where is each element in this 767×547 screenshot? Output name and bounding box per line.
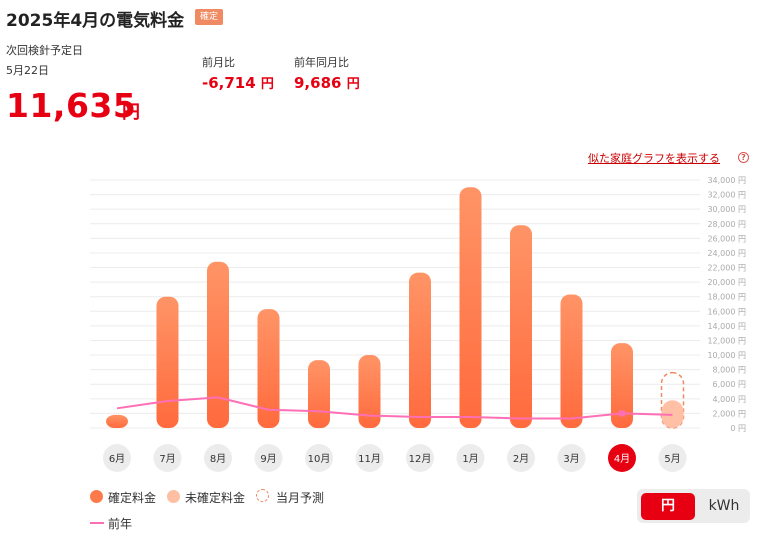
x-label-bg[interactable]: [456, 444, 485, 472]
confirmed-bar: [207, 261, 229, 428]
x-label-bg[interactable]: [406, 444, 434, 472]
chart-grid: [90, 179, 700, 429]
x-label-bg[interactable]: [153, 444, 182, 472]
question-circle-icon[interactable]: ?: [738, 152, 749, 163]
y-tick-label: 6,000 円: [713, 380, 746, 389]
unit-kwh-button[interactable]: kWh: [708, 498, 740, 514]
y-tick-label: 32,000 円: [707, 191, 746, 200]
x-tick-label[interactable]: 2月: [513, 453, 529, 465]
x-tick-label[interactable]: 6月: [109, 453, 125, 465]
y-tick-label: 0 円: [730, 424, 746, 433]
unit-yen-button[interactable]: 円: [641, 493, 695, 520]
yoy-number: 9,686: [294, 74, 342, 92]
status-badge: 確定: [195, 9, 224, 25]
y-tick-label: 16,000 円: [707, 307, 746, 316]
forecast-bar: [660, 371, 685, 429]
y-tick-label: 14,000 円: [707, 322, 746, 331]
y-tick-label: 10,000 円: [707, 351, 746, 360]
next-reading-label: 次回検針予定日: [6, 44, 83, 57]
confirmed-bar: [257, 309, 280, 428]
y-tick-label: 4,000 円: [713, 395, 746, 404]
x-label-bg[interactable]: [507, 444, 535, 472]
x-axis-labels: 6月 7月 8月 9月 10月 11月 12月 1月 2月 3月 4月 5月: [103, 444, 687, 472]
y-tick-label: 28,000 円: [707, 220, 746, 229]
mom-unit: 円: [260, 77, 274, 92]
mom-value: -6,714 円: [202, 73, 274, 92]
confirmed-bar: [510, 225, 532, 428]
confirmed-bar: [308, 360, 330, 428]
prev-year-line: [116, 396, 673, 420]
x-label-bg[interactable]: [204, 444, 232, 472]
y-tick-label: 30,000 円: [707, 205, 746, 214]
confirmed-bar: [358, 355, 381, 428]
x-tick-label[interactable]: 8月: [210, 453, 226, 465]
x-tick-label[interactable]: 10月: [308, 453, 331, 465]
confirmed-bar: [560, 294, 583, 428]
mom-label: 前月比: [202, 56, 235, 69]
y-tick-label: 12,000 円: [707, 336, 746, 345]
prev-year-marker: [619, 410, 625, 417]
mom-number: -6,714: [202, 74, 256, 92]
bill-chart: 34,000 円 32,000 円 30,000 円 28,000 円 26,000 円…: [90, 176, 746, 472]
y-tick-label: 26,000 円: [707, 234, 746, 243]
legend-confirmed-label: 確定料金: [108, 491, 157, 505]
yoy-label: 前年同月比: [294, 56, 349, 69]
legend-forecast-label: 当月予測: [276, 491, 325, 505]
y-tick-label: 34,000 円: [707, 176, 746, 185]
y-tick-label: 24,000 円: [707, 249, 746, 258]
next-reading-date: 5月22日: [6, 64, 49, 77]
bill-amount-unit: 円: [122, 102, 140, 123]
prev-year-polyline: [116, 396, 673, 420]
x-tick-label[interactable]: 4月: [614, 453, 630, 465]
legend-prev-year-label: 前年: [108, 517, 133, 531]
x-tick-label[interactable]: 12月: [409, 453, 432, 465]
x-tick-label[interactable]: 9月: [260, 453, 276, 465]
yoy-unit: 円: [346, 77, 360, 92]
x-label-bg[interactable]: [658, 444, 687, 472]
legend-pending-swatch: [167, 490, 180, 503]
legend-forecast-swatch: [256, 489, 269, 502]
y-axis-ticks: 34,000 円 32,000 円 30,000 円 28,000 円 26,000 円…: [707, 176, 746, 433]
legend-confirmed-swatch: [90, 490, 103, 503]
x-tick-label[interactable]: 3月: [563, 453, 579, 465]
x-label-selected-bg[interactable]: [608, 444, 636, 472]
legend-pending-label: 未確定料金: [185, 491, 246, 505]
y-tick-label: 20,000 円: [707, 278, 746, 287]
legend-prev-year-swatch: [90, 522, 104, 524]
y-tick-label: 8,000 円: [713, 366, 746, 375]
y-tick-label: 18,000 円: [707, 293, 746, 302]
bill-amount: 11,635: [6, 86, 137, 125]
bars: [106, 187, 685, 429]
x-tick-label[interactable]: 5月: [664, 453, 680, 465]
x-tick-label[interactable]: 11月: [358, 453, 381, 465]
confirmed-bar: [459, 187, 482, 428]
similar-household-link[interactable]: 似た家庭グラフを表示する: [588, 152, 720, 165]
x-tick-label[interactable]: 7月: [159, 453, 175, 465]
yoy-value: 9,686 円: [294, 73, 360, 92]
x-label-bg[interactable]: [254, 444, 283, 472]
x-label-bg[interactable]: [557, 444, 586, 472]
confirmed-bar: [611, 343, 633, 428]
confirmed-bar: [409, 272, 431, 428]
x-label-bg[interactable]: [103, 444, 131, 472]
x-label-bg[interactable]: [305, 444, 333, 472]
page-title: 2025年4月の電気料金: [6, 11, 185, 31]
y-tick-label: 2,000 円: [713, 409, 746, 418]
confirmed-bar: [156, 296, 179, 428]
x-label-bg[interactable]: [355, 444, 384, 472]
confirmed-bar: [106, 414, 128, 428]
y-tick-label: 22,000 円: [707, 264, 746, 273]
x-tick-label[interactable]: 1月: [462, 453, 478, 465]
